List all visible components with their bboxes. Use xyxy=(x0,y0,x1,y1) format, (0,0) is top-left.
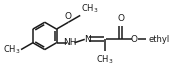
Text: O: O xyxy=(131,35,138,44)
Text: NH: NH xyxy=(63,38,77,47)
Text: CH$_3$: CH$_3$ xyxy=(3,43,20,56)
Text: O: O xyxy=(65,12,72,21)
Text: N: N xyxy=(84,35,91,44)
Text: O: O xyxy=(117,14,124,23)
Text: CH$_3$: CH$_3$ xyxy=(81,2,99,15)
Text: ethyl: ethyl xyxy=(149,35,170,44)
Text: CH$_3$: CH$_3$ xyxy=(97,54,114,66)
